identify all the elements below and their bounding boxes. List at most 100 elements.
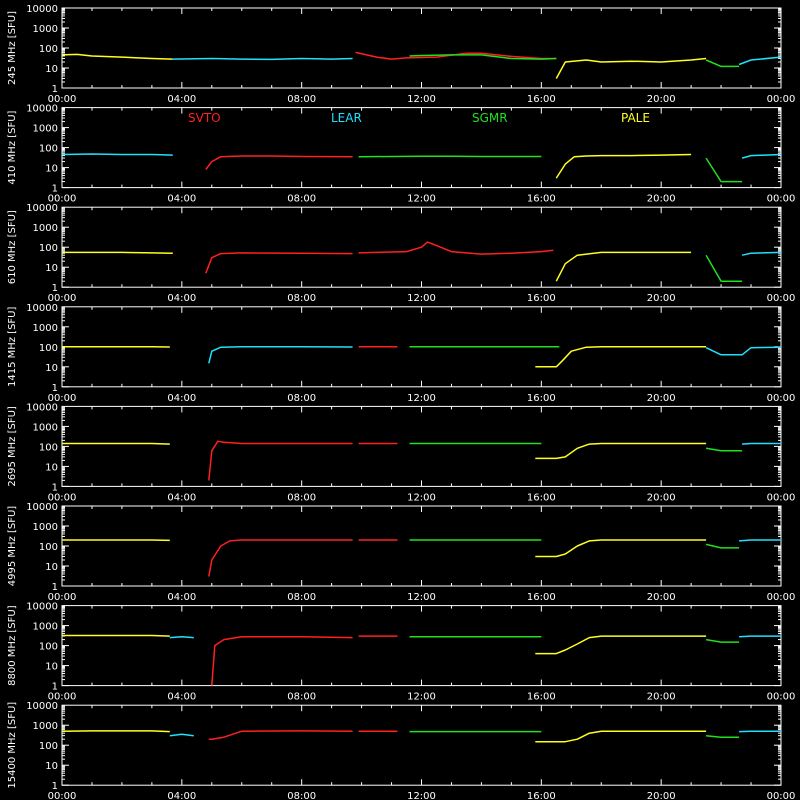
y-tick-label: 100 [39, 642, 58, 653]
series-svto [358, 241, 554, 255]
x-tick-label: 00:00 [767, 592, 796, 603]
y-axis-title: 8800 MHz [SFU] [7, 605, 18, 686]
x-tick-label: 00:00 [48, 791, 77, 800]
y-tick-label: 10 [45, 64, 58, 75]
series-svto [208, 440, 353, 481]
y-tick-label: 10 [45, 761, 58, 772]
y-tick-label: 100 [39, 44, 58, 55]
series-sgmr [705, 157, 743, 183]
y-tick-label: 10000 [26, 303, 58, 314]
y-tick-label: 10000 [26, 203, 58, 214]
y-tick-label: 1000 [33, 24, 58, 35]
x-tick-label: 16:00 [527, 94, 556, 105]
y-tick-label: 1000 [33, 622, 58, 633]
x-tick-label: 16:00 [527, 393, 556, 404]
x-tick-label: 16:00 [527, 492, 556, 503]
x-tick-label: 12:00 [407, 393, 436, 404]
panel-frame [61, 605, 782, 687]
y-tick-label: 100 [39, 442, 58, 453]
y-tick-label: 1000 [33, 323, 58, 334]
y-axis-title: 2695 MHz [SFU] [7, 406, 18, 487]
x-tick-label: 08:00 [287, 492, 316, 503]
x-tick-label: 20:00 [647, 393, 676, 404]
series-sgmr [706, 734, 740, 738]
x-tick-label: 00:00 [48, 393, 77, 404]
y-axis-title: 245 MHz [SFU] [7, 11, 18, 85]
series-lear [739, 635, 781, 638]
x-tick-label: 08:00 [287, 194, 316, 205]
y-tick-label: 100 [39, 144, 58, 155]
x-tick-label: 04:00 [167, 791, 196, 800]
x-tick-label: 04:00 [167, 293, 196, 304]
x-tick-label: 20:00 [647, 492, 676, 503]
x-tick-label: 20:00 [647, 293, 676, 304]
series-svto [205, 252, 353, 274]
x-tick-label: 00:00 [767, 791, 796, 800]
x-tick-label: 00:00 [767, 492, 796, 503]
x-tick-label: 16:00 [527, 692, 556, 703]
y-axis-title: 1415 MHz [SFU] [7, 306, 18, 387]
legend: SVTO LEAR SGMR PALE [188, 111, 650, 125]
series-lear [741, 153, 782, 159]
y-tick-label: 10000 [26, 701, 58, 712]
x-tick-label: 12:00 [407, 492, 436, 503]
series-sgmr [705, 543, 740, 549]
legend-svto: SVTO [188, 111, 221, 125]
legend-lear: LEAR [331, 111, 362, 125]
x-tick-label: 00:00 [48, 293, 77, 304]
y-tick-label: 1 [52, 383, 58, 394]
x-tick-label: 08:00 [287, 592, 316, 603]
x-tick-label: 16:00 [527, 293, 556, 304]
x-tick-label: 04:00 [167, 393, 196, 404]
series-lear [172, 57, 353, 61]
y-tick-label: 1000 [33, 223, 58, 234]
series-pale [555, 153, 692, 179]
x-tick-label: 00:00 [767, 293, 796, 304]
y-tick-label: 1 [52, 781, 58, 792]
y-tick-label: 10000 [26, 104, 58, 115]
x-tick-label: 00:00 [48, 94, 77, 105]
x-tick-label: 00:00 [767, 692, 796, 703]
series-sgmr [705, 447, 743, 452]
y-tick-label: 1 [52, 582, 58, 593]
y-tick-label: 10000 [26, 402, 58, 413]
series-pale [61, 730, 170, 733]
y-axis-title: 410 MHz [SFU] [7, 110, 18, 184]
y-tick-label: 10 [45, 164, 58, 175]
series-svto [211, 635, 353, 686]
x-tick-label: 20:00 [647, 692, 676, 703]
y-tick-label: 1000 [33, 422, 58, 433]
y-tick-label: 1000 [33, 522, 58, 533]
x-tick-label: 00:00 [767, 94, 796, 105]
y-tick-label: 10 [45, 363, 58, 374]
x-tick-label: 04:00 [167, 194, 196, 205]
y-tick-label: 10000 [26, 602, 58, 613]
series-pale [535, 442, 707, 460]
x-tick-label: 20:00 [647, 592, 676, 603]
series-lear [169, 635, 194, 639]
y-tick-label: 1 [52, 682, 58, 693]
legend-sgmr: SGMR [472, 111, 508, 125]
x-tick-label: 12:00 [407, 791, 436, 800]
legend-pale: PALE [621, 111, 650, 125]
x-tick-label: 00:00 [48, 492, 77, 503]
series-pale [535, 635, 707, 655]
y-tick-label: 10000 [26, 4, 58, 15]
panel-frame [61, 704, 782, 786]
y-tick-label: 10 [45, 662, 58, 673]
x-tick-label: 12:00 [407, 293, 436, 304]
y-tick-label: 1 [52, 482, 58, 493]
series-lear [61, 153, 173, 156]
x-tick-label: 04:00 [167, 492, 196, 503]
series-lear [705, 346, 782, 356]
x-tick-label: 04:00 [167, 94, 196, 105]
x-tick-label: 00:00 [767, 194, 796, 205]
series-pale [535, 730, 707, 743]
x-tick-label: 00:00 [48, 592, 77, 603]
